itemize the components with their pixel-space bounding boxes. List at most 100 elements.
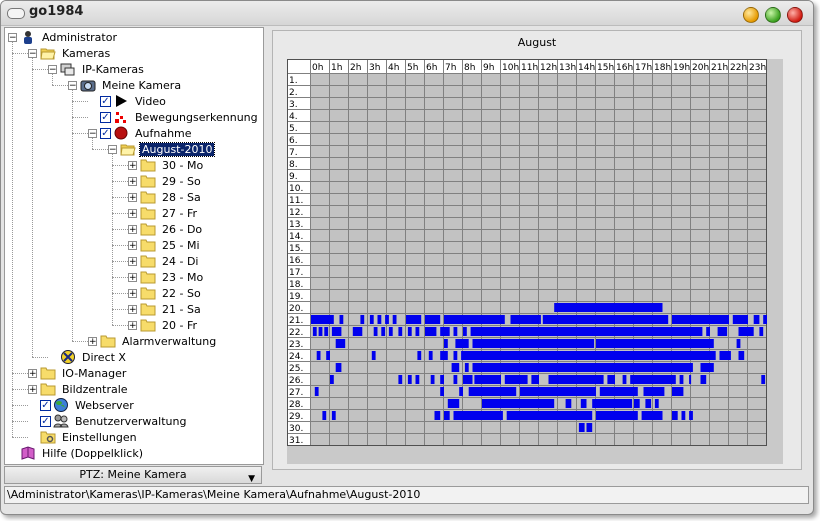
tree-connector-line — [12, 41, 13, 373]
expand-icon[interactable]: + — [128, 192, 137, 203]
recording-bar — [312, 327, 317, 336]
tree-item[interactable]: +28 - Sa — [128, 189, 203, 205]
expand-icon[interactable]: + — [128, 320, 137, 331]
expand-icon[interactable]: + — [88, 336, 97, 347]
tree-connector-line — [32, 357, 48, 358]
collapse-icon[interactable]: − — [108, 144, 117, 155]
recording-bar — [314, 387, 319, 396]
tree-item-label: 30 - Mo — [162, 158, 204, 172]
tree-item[interactable]: +27 - Fr — [128, 205, 199, 221]
tree-item[interactable]: Hilfe (Doppelklick) — [8, 445, 145, 461]
expand-icon[interactable]: + — [128, 160, 137, 171]
tree-item[interactable]: ✓ Benutzerverwaltung — [28, 413, 188, 429]
minimize-button[interactable] — [743, 7, 759, 23]
tree-item[interactable]: ✓ Bewegungserkennung — [88, 109, 260, 125]
recording-bar — [463, 327, 467, 336]
recording-bar — [415, 375, 420, 384]
tree-item[interactable]: +21 - Sa — [128, 301, 203, 317]
recording-bar — [578, 423, 585, 432]
recording-bar — [373, 327, 378, 336]
tree-item[interactable]: Einstellungen — [28, 429, 139, 445]
hour-tick-label: 13h — [559, 63, 576, 73]
collapse-icon[interactable]: − — [28, 48, 37, 59]
tree-connector-line — [112, 181, 128, 182]
collapse-icon[interactable]: − — [48, 64, 57, 75]
tree-item-label: August-2010 — [138, 141, 216, 157]
tree-item[interactable]: +23 - Mo — [128, 269, 205, 285]
window-menu-icon[interactable] — [7, 8, 25, 19]
close-button[interactable] — [787, 7, 803, 23]
chevron-down-icon[interactable]: ▼ — [248, 474, 255, 484]
tree-item[interactable]: + Alarmverwaltung — [88, 333, 218, 349]
collapse-icon[interactable]: − — [8, 32, 17, 43]
tree-item[interactable]: ✓ Webserver — [28, 397, 136, 413]
tree-item[interactable]: +20 - Fr — [128, 317, 199, 333]
hour-tick-label: 17h — [635, 63, 652, 73]
tree-item[interactable]: − IP-Kameras — [48, 61, 146, 77]
tree-item[interactable]: − ✓ Aufnahme — [88, 125, 194, 141]
recording-bar — [451, 363, 460, 372]
tree-item[interactable]: +24 - Di — [128, 253, 201, 269]
expand-icon[interactable]: + — [128, 224, 137, 235]
tree-connector-line — [112, 261, 128, 262]
tree-item[interactable]: − August-2010 — [108, 141, 216, 157]
recording-bar — [453, 411, 503, 420]
tree-item[interactable]: ✓ Video — [88, 93, 168, 109]
tree-item[interactable]: +30 - Mo — [128, 157, 205, 173]
recording-bar — [470, 327, 703, 336]
title-bar[interactable]: go1984 — [1, 1, 813, 26]
expand-icon[interactable]: + — [128, 272, 137, 283]
expand-icon[interactable]: + — [128, 256, 137, 267]
enabled-checkbox[interactable]: ✓ — [100, 111, 111, 123]
day-tick-label: 18. — [289, 280, 303, 290]
recording-bar — [440, 387, 444, 396]
tree-item-label: Bewegungserkennung — [135, 110, 258, 124]
recording-heatmap[interactable]: 0h 1h 2h 3h 4h 5h 6h 7h 8h 9h 10h 11h 12h 13h 14h 15h 16… — [287, 59, 783, 464]
ptz-dropdown[interactable]: PTZ: Meine Kamera ▼ — [4, 466, 262, 484]
hour-tick-label: 20h — [692, 63, 709, 73]
tree-item[interactable]: + Bildzentrale — [28, 381, 130, 397]
help-book-icon — [20, 446, 36, 460]
tree-item[interactable]: +26 - Do — [128, 221, 204, 237]
day-tick-label: 1. — [289, 76, 298, 86]
expand-icon[interactable]: + — [28, 384, 37, 395]
tree-item-label: 28 - Sa — [162, 190, 201, 204]
tree-item[interactable]: − Kameras — [28, 45, 112, 61]
collapse-icon[interactable]: − — [88, 128, 97, 139]
recording-bar — [434, 411, 441, 420]
tree-connector-line — [12, 405, 28, 406]
enabled-checkbox[interactable]: ✓ — [100, 127, 111, 139]
tree-item[interactable]: +22 - So — [128, 285, 203, 301]
tree-connector-line — [12, 373, 28, 374]
tree-item[interactable]: +29 - So — [128, 173, 203, 189]
recording-bar — [474, 375, 501, 384]
expand-icon[interactable]: + — [128, 240, 137, 251]
enabled-checkbox[interactable]: ✓ — [40, 399, 51, 411]
hour-tick-label: 10h — [502, 63, 519, 73]
tree-item[interactable]: − Meine Kamera — [68, 77, 183, 93]
expand-icon[interactable]: + — [128, 304, 137, 315]
expand-icon[interactable]: + — [128, 208, 137, 219]
enabled-checkbox[interactable]: ✓ — [40, 415, 51, 427]
collapse-icon[interactable]: − — [68, 80, 77, 91]
expand-icon[interactable]: + — [28, 368, 37, 379]
navigation-tree[interactable]: − Administrator − Kameras − IP-Kameras − Meine … — [4, 27, 264, 465]
hour-tick-label: 22h — [730, 63, 747, 73]
hour-tick-label: 5h — [407, 63, 418, 73]
tree-connector-line — [72, 89, 73, 117]
tree-item[interactable]: + IO-Manager — [28, 365, 128, 381]
maximize-button[interactable] — [765, 7, 781, 23]
tree-connector-line — [72, 133, 88, 134]
expand-icon[interactable]: + — [128, 288, 137, 299]
folder-icon — [40, 366, 56, 380]
settings-folder-icon — [40, 430, 56, 444]
day-tick-label: 24. — [289, 352, 303, 362]
tree-connector-line — [32, 57, 33, 357]
hour-tick-label: 1h — [331, 63, 342, 73]
expand-icon[interactable]: + — [128, 176, 137, 187]
day-tick-label: 29. — [289, 412, 303, 422]
tree-item[interactable]: Direct X — [48, 349, 128, 365]
tree-item[interactable]: − Administrator — [8, 29, 119, 45]
tree-item[interactable]: +25 - Mi — [128, 237, 202, 253]
enabled-checkbox[interactable]: ✓ — [100, 95, 111, 107]
